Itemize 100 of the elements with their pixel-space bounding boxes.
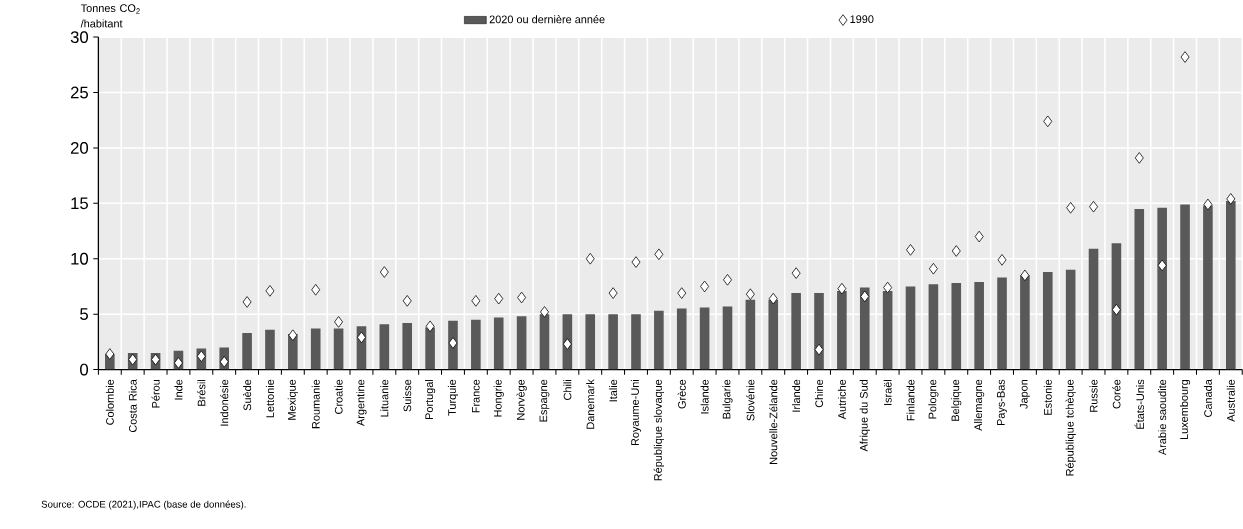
bar [1042,271,1053,370]
x-tick-label: Israël [883,379,892,405]
point [608,287,618,299]
point [425,320,435,333]
point [1066,201,1076,214]
bar [974,281,984,370]
point [1043,115,1053,128]
x-tick-label: Lituanie [380,379,389,417]
point [517,291,527,304]
bar [745,299,756,370]
bar [1225,201,1236,370]
bar [265,329,275,370]
bar [608,314,618,370]
bar [1111,243,1122,370]
point [540,306,549,318]
x-tick-label: Nouvelle-Zélande [769,379,778,464]
x-tick-label: États-Unis [1134,379,1145,429]
x-tick-label: Indonésie [220,379,229,426]
bar [1088,248,1099,370]
point [471,295,481,307]
point [1020,269,1030,282]
y-tick-label: 20 [70,141,89,154]
bar [471,319,481,370]
bar [333,328,344,370]
source-note: Source: OCDE (2021),IPAC (base de données). [41,500,246,510]
point [677,287,687,299]
bar [814,293,824,370]
y-tick-label: 5 [80,308,88,320]
bar [493,317,504,370]
x-tick-label: Turquie [447,379,459,416]
bar [951,283,962,370]
x-tick-label: Costa Rica [128,379,137,433]
point [654,248,664,261]
bar [699,307,710,370]
legend-label: 1990 [850,15,874,23]
point [151,353,161,366]
point [631,256,641,268]
x-tick-label: Canada [1203,379,1212,417]
y-tick-label: 25 [70,86,88,99]
point [196,350,206,362]
y-tick-label: 15 [71,197,88,210]
bar [539,314,550,370]
bar [837,290,847,370]
point [448,337,458,349]
x-tick-label: Belgique [951,379,962,421]
point [700,280,710,293]
bar [1020,275,1030,370]
x-tick-label: République tchèque [1065,379,1076,476]
bar [585,314,596,370]
bar [516,316,527,370]
text: Tonnes CO$_{2}$ /habitant [80,4,140,28]
bar [722,306,733,370]
bar [768,299,779,370]
point [1111,303,1121,316]
point [837,282,847,295]
x-tick-label: Chine [814,379,824,408]
y-tick-label: 30 [70,31,89,43]
x-tick-label: Autriche [837,379,846,420]
point [906,244,915,256]
bar [905,286,916,370]
point [814,343,824,356]
point [219,355,229,368]
point [242,296,252,308]
point [768,292,778,305]
x-tick-label: Pays-Bas [997,379,1007,426]
x-tick-label: Estonie [1043,379,1052,415]
bar [379,324,390,370]
x-tick-label: Brésil [197,379,206,406]
x-tick-label: Pérou [151,379,160,408]
bar [1203,205,1213,370]
bar [631,314,641,370]
point [1157,259,1167,272]
x-tick-label: Finlande [906,379,915,421]
x-tick-label: Roumanie [311,379,320,429]
point [334,316,344,328]
bar [310,328,321,370]
x-tick-label: Lettonie [265,379,274,418]
x-tick-label: Croatie [334,379,343,414]
x-tick-label: Norvège [516,379,527,420]
x-tick-label: Royaume-Uni [630,379,642,446]
x-tick-label: Colombie [105,379,114,425]
y-tick-label: 10 [71,252,89,265]
point [997,254,1007,266]
point [402,295,412,307]
y-tick-label: 0 [80,363,89,376]
x-tick-label: Danemark [586,379,595,429]
legend-label: 2020 ou dernière année [489,15,605,24]
point [1203,198,1213,211]
x-tick-label: République slovaque [653,379,665,481]
bar [425,327,435,370]
bar [1065,269,1076,370]
x-tick-label: Slovénie [746,379,755,421]
bar [997,277,1007,370]
point [791,267,801,279]
bar [882,290,893,370]
bar [859,287,870,370]
x-tick-label: Bulgarie [722,379,733,419]
x-tick-label: Japon [1020,379,1030,409]
bar [928,284,939,370]
point [745,288,755,300]
